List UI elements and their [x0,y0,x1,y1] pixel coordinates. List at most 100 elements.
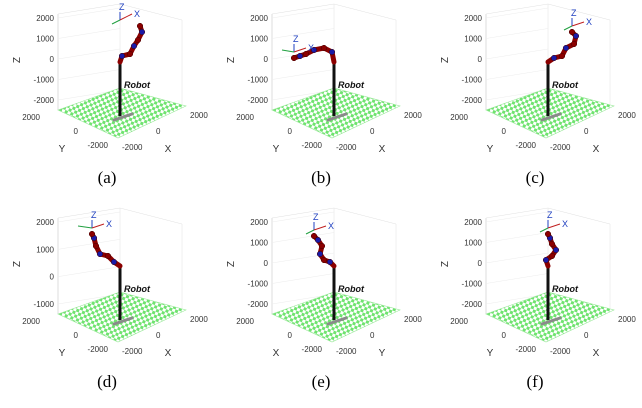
frame-z-label: Z [571,8,577,18]
right-tick-label: 2000 [404,315,422,324]
right-axis-label: X [593,144,600,155]
robot-joint [118,52,126,60]
z-tick-label: 1000 [250,239,268,248]
back-wall-line [333,207,397,225]
right-tick-label: -2000 [550,143,571,152]
robot-joint [290,54,298,62]
robot-plot-a: 2000 1000 0 -1000 -2000 Z 2000 0 -2000 -2000 0 2000… [12,2,208,155]
z-tick-label: 0 [50,273,55,282]
z-grid-line [485,69,549,80]
z-tick-label: 1000 [464,239,482,248]
caption-b: (b) [311,168,331,187]
z-tick-label: 1000 [36,245,54,254]
robot-joint [558,52,566,60]
z-tick-label: 2000 [464,218,482,227]
robot-joint [318,242,326,250]
right-tick-label: 2000 [404,111,422,120]
z-grid-line [271,252,335,264]
caption-e: (e) [311,372,331,391]
robot-joint [314,236,322,244]
z-tick-label: 0 [264,55,269,64]
frame-x-label: X [586,17,592,27]
z-grid-line [271,273,335,284]
frame-y-axis [281,49,295,53]
z-grid-line [271,7,335,19]
robot-joint [548,240,556,248]
robot-plot-f: 2000 1000 0 -1000 -2000 Z 2000 0 -2000 -2000 0 2000… [440,207,636,359]
z-tick-label: -2000 [462,96,483,105]
left-axis-label: Y [59,144,66,155]
right-tick-label: -2000 [336,143,357,152]
robot-label: Robot [338,284,365,294]
robot-label: Robot [124,284,151,294]
z-tick-label: 0 [478,55,483,64]
back-wall-line [271,207,335,219]
back-wall-line [547,207,611,225]
robot-shadow [326,112,348,122]
panel-a: 2000 1000 0 -1000 -2000 Z 2000 0 -2000 -2000 0 2000… [0,0,214,204]
left-tick-label: 2000 [450,113,468,122]
caption-d: (d) [97,372,117,391]
left-tick-label: -2000 [302,345,323,354]
left-tick-label: 0 [74,127,79,136]
frame-x-label: X [308,43,314,53]
z-grid-line [485,232,549,243]
right-axis-label: X [379,144,386,155]
robot-joint [316,250,324,258]
left-tick-label: 2000 [236,113,254,122]
right-tick-label: 0 [156,331,161,340]
back-wall-line [119,207,183,225]
frame-y-axis [539,227,549,233]
caption-a: (a) [97,168,117,187]
left-axis-label: X [273,348,280,359]
z-tick-label: -2000 [462,300,483,309]
z-tick-label: 2000 [36,14,54,23]
back-wall-line [485,3,549,15]
robot-joint [134,36,142,44]
right-tick-label: -2000 [122,143,143,152]
right-axis-label: Y [379,348,386,359]
robot-joint [130,42,138,50]
z-tick-label: -1000 [462,76,483,85]
right-tick-label: 2000 [190,315,208,324]
left-tick-label: 2000 [236,317,254,326]
left-tick-label: 0 [502,127,507,136]
robot-joint [562,44,570,52]
robot-joint [296,52,304,60]
z-tick-label: 1000 [250,35,268,44]
robot-joint [110,258,118,266]
z-tick-label: 2000 [36,218,54,227]
z-grid-line [271,211,335,223]
z-tick-label: 1000 [36,35,54,44]
robot-joint [320,44,328,52]
z-tick-label: 0 [264,259,269,268]
panel-e: 2000 1000 0 -1000 -2000 Z 2000 0 -2000 -2000 0 2000… [214,204,428,408]
z-axis-label: Z [440,261,451,267]
z-grid-line [57,7,121,19]
left-tick-label: 0 [502,331,507,340]
z-tick-label: -1000 [34,76,55,85]
z-grid-line [485,211,549,223]
z-tick-label: -2000 [248,96,269,105]
z-tick-label: 2000 [250,14,268,23]
right-axis-label: X [593,348,600,359]
robot-joint [544,230,552,238]
back-wall-line [485,207,549,219]
right-axis-label: X [165,144,172,155]
robot-joint [136,22,144,30]
z-tick-label: -1000 [462,280,483,289]
right-axis-label: X [165,348,172,359]
z-grid-line [271,69,335,80]
robot-joint [542,256,550,264]
robot-plot-c: 2000 1000 0 -1000 -2000 Z 2000 0 -2000 -2000 0 2000… [440,3,636,155]
left-tick-label: -2000 [516,345,537,354]
z-tick-label: 2000 [250,218,268,227]
right-tick-label: 0 [370,127,375,136]
left-tick-label: -2000 [516,141,537,150]
frame-y-axis [305,229,315,235]
left-tick-label: -2000 [88,141,109,150]
back-wall-line [271,3,335,15]
back-wall-line [57,3,121,15]
back-wall-line [547,3,611,21]
